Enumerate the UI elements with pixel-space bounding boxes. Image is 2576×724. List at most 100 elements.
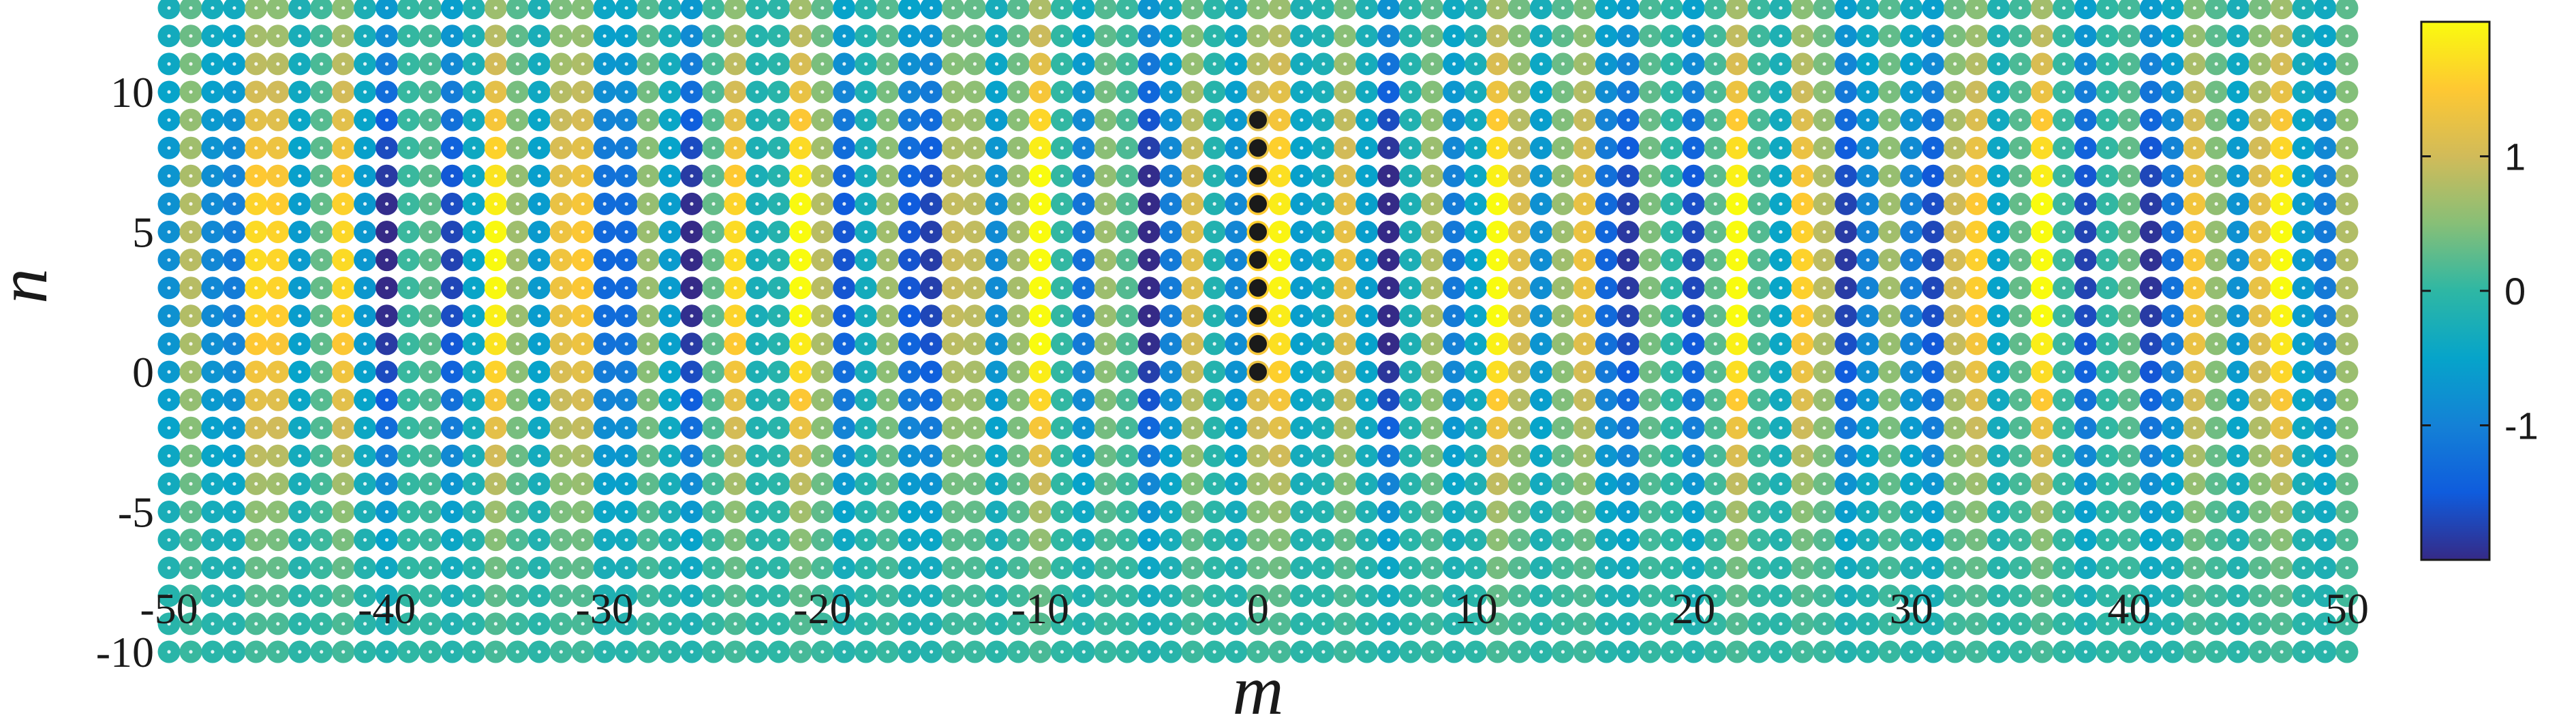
lattice-site-center [1975, 594, 1979, 598]
lattice-site-center [1648, 174, 1652, 178]
lattice-site-center [1343, 174, 1347, 178]
lattice-site-center [254, 174, 258, 178]
lattice-site-center [211, 370, 215, 374]
lattice-site-center [1757, 538, 1761, 542]
lattice-site-center [1169, 509, 1173, 514]
lattice-site-center [821, 314, 825, 318]
lattice-site-center [755, 426, 759, 430]
lattice-site-center [1365, 258, 1369, 262]
lattice-site-center [1365, 146, 1369, 150]
lattice-site-center [668, 509, 672, 514]
lattice-site-center [602, 426, 607, 430]
lattice-site-center [972, 538, 977, 542]
lattice-site-center [994, 202, 999, 206]
lattice-site-center [1626, 258, 1630, 262]
lattice-site-center [1016, 538, 1020, 542]
lattice-site-center [886, 314, 890, 318]
lattice-site-center [1604, 286, 1608, 290]
lattice-site-center [1670, 146, 1674, 150]
lattice-site-center [2127, 146, 2131, 150]
lattice-site-center [1060, 538, 1064, 542]
lattice-site-center [1234, 426, 1238, 430]
lattice-site-center [1866, 258, 1870, 262]
lattice-site-center [624, 174, 628, 178]
lattice-site-center [211, 230, 215, 234]
lattice-site-center [537, 118, 541, 122]
lattice-site-center [951, 286, 955, 290]
lattice-site-center [908, 286, 912, 290]
lattice-site-center [2323, 314, 2327, 318]
lattice-site-center [602, 202, 607, 206]
lattice-site-center [2019, 370, 2023, 374]
lattice-site-center [276, 342, 280, 346]
lattice-site-center [1997, 594, 2001, 598]
lattice-site-center [1997, 426, 2001, 430]
lattice-site-center [1365, 594, 1369, 598]
lattice-site-center [2127, 454, 2131, 458]
lattice-site-center [1822, 370, 1826, 374]
lattice-site-center [777, 258, 781, 262]
lattice-site-center [2040, 314, 2044, 318]
lattice-site-center [1691, 650, 1696, 654]
lattice-site-center [1648, 650, 1652, 654]
lattice-site-center [951, 146, 955, 150]
lattice-site-center [1060, 342, 1064, 346]
lattice-site-center [363, 314, 367, 318]
lattice-site-center [1125, 426, 1129, 430]
lattice-site-center [864, 258, 868, 262]
lattice-site-center [515, 314, 520, 318]
lattice-site-center [1452, 454, 1456, 458]
lattice-site-center [994, 370, 999, 374]
lattice-site-center [363, 146, 367, 150]
lattice-site-center [711, 454, 716, 458]
lattice-site-center [1016, 258, 1020, 262]
lattice-site-center [1452, 230, 1456, 234]
lattice-site-center [2061, 146, 2066, 150]
lattice-site-center [298, 650, 302, 654]
lattice-site-center [2061, 202, 2066, 206]
lattice-site-center [1844, 650, 1848, 654]
lattice-site-center [908, 202, 912, 206]
lattice-site-center [1626, 174, 1630, 178]
lattice-site-center [864, 482, 868, 486]
lattice-site-center [2105, 509, 2109, 514]
lattice-site-center [320, 650, 324, 654]
lattice-site-center [1910, 482, 1914, 486]
lattice-site-center [864, 622, 868, 626]
lattice-site-center [994, 566, 999, 570]
lattice-site-center [1670, 566, 1674, 570]
lattice-site-center [690, 314, 694, 318]
lattice-site-center [1387, 314, 1391, 318]
lattice-site-center [1212, 650, 1216, 654]
lattice-site-center [1496, 650, 1500, 654]
lattice-site-center [1016, 454, 1020, 458]
lattice-site-center [1300, 398, 1304, 402]
lattice-site-center [1975, 202, 1979, 206]
lattice-site-center [1822, 622, 1826, 626]
lattice-site-center [2258, 314, 2262, 318]
lattice-site-center [189, 230, 193, 234]
lattice-site-center [1844, 370, 1848, 374]
lattice-site-center [472, 342, 476, 346]
lattice-site-center [864, 650, 868, 654]
lattice-site-center [2301, 509, 2305, 514]
lattice-site-center [537, 258, 541, 262]
lattice-site-center [1888, 174, 1892, 178]
lattice-site-center [1975, 426, 1979, 430]
lattice-site-center [2127, 426, 2131, 430]
lattice-site-center [1975, 230, 1979, 234]
lattice-site-center [2105, 566, 2109, 570]
lattice-site-center [2040, 650, 2044, 654]
lattice-site-center [189, 286, 193, 290]
lattice-site-center [821, 342, 825, 346]
lattice-site-center [341, 482, 346, 486]
lattice-site-center [1234, 230, 1238, 234]
lattice-site-center [407, 258, 411, 262]
lattice-site-center [1582, 398, 1586, 402]
lattice-site-center [1888, 509, 1892, 514]
lattice-site-center [1626, 509, 1630, 514]
lattice-site-center [1888, 146, 1892, 150]
lattice-site-center [2171, 538, 2175, 542]
lattice-site-center [1060, 566, 1064, 570]
lattice-site-center [1735, 482, 1739, 486]
